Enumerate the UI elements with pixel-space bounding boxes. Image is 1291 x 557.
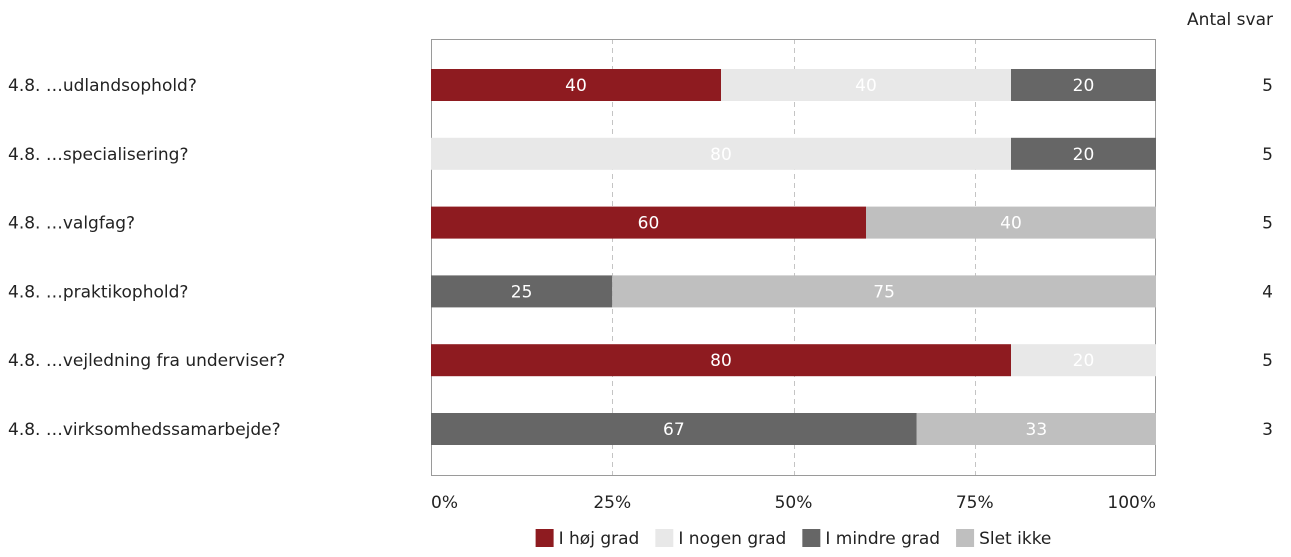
legend-item: I høj grad [535, 529, 640, 549]
bar-value-label: 40 [1000, 214, 1022, 234]
bar-value-label: 20 [1073, 145, 1095, 165]
bar-value-label: 40 [565, 76, 587, 96]
bar-value-label: 20 [1073, 76, 1095, 96]
response-count: 5 [1262, 76, 1273, 96]
bar-segment [431, 137, 1011, 170]
response-count: 5 [1262, 145, 1273, 165]
x-tick-label: 50% [775, 493, 813, 513]
response-count: 3 [1262, 420, 1273, 440]
legend-label: I mindre grad [825, 529, 940, 549]
bar-segment [431, 69, 721, 101]
legend-label: I høj grad [559, 529, 640, 549]
category-label: 4.8. …praktikophold? [8, 282, 188, 302]
bar-value-label: 60 [638, 214, 660, 234]
bar-value-label: 75 [873, 282, 895, 302]
legend-swatch [535, 529, 554, 547]
labels-layer: 4.8. …udlandsophold? 40 40 20 4.8. …speciali… [8, 76, 1094, 440]
response-count: 4 [1262, 282, 1273, 302]
bar-segment [1011, 69, 1156, 101]
plot-frame [431, 39, 1156, 476]
legend-label: Slet ikke [979, 529, 1051, 549]
bar-segment [612, 275, 1156, 308]
legend-swatch [655, 529, 674, 547]
legend-item: I nogen grad [655, 529, 786, 549]
response-count: 5 [1262, 351, 1273, 371]
legend-swatch [802, 529, 821, 547]
legend-swatch [956, 529, 975, 547]
bar-segment [431, 275, 613, 308]
response-count: 5 [1262, 214, 1273, 234]
x-tick-label: 75% [956, 493, 994, 513]
x-tick-label: 100% [1107, 493, 1156, 513]
bar-segment [1011, 344, 1156, 377]
bar-value-label: 25 [511, 282, 533, 302]
x-tick-label: 0% [431, 493, 458, 513]
category-label: 4.8. …valgfag? [8, 214, 135, 234]
grid-layer [612, 39, 976, 476]
category-label: 4.8. …vejledning fra underviser? [8, 351, 285, 371]
bar-segment [916, 413, 1156, 445]
ticks-layer: 0% 25% 50% 75% 100% [431, 493, 1156, 513]
bar-value-label: 80 [710, 145, 732, 165]
bar-segment [431, 413, 917, 445]
category-label: 4.8. …udlandsophold? [8, 76, 197, 96]
bar-segment [431, 344, 1011, 377]
legend-item: I mindre grad [802, 529, 940, 549]
bar-value-label: 67 [663, 420, 685, 440]
legend: I høj grad I nogen grad I mindre grad Slet … [535, 529, 1051, 549]
bar-segment [866, 206, 1156, 239]
bar-segment [431, 206, 866, 239]
legend-item: Slet ikke [956, 529, 1051, 549]
x-tick-label: 25% [593, 493, 631, 513]
bar-value-label: 80 [710, 351, 732, 371]
category-label: 4.8. …virksomhedssamarbejde? [8, 420, 281, 440]
bar-value-label: 33 [1026, 420, 1048, 440]
count-header: Antal svar [1187, 10, 1273, 30]
bar-value-label: 20 [1073, 351, 1095, 371]
counts-layer: Antal svar 5 5 5 4 5 3 [1187, 10, 1273, 440]
bar-segment [1011, 137, 1156, 170]
legend-label: I nogen grad [678, 529, 786, 549]
bar-segment [721, 69, 1011, 101]
bar-value-label: 40 [855, 76, 877, 96]
category-label: 4.8. …specialisering? [8, 145, 189, 165]
bars-layer [431, 69, 1156, 445]
